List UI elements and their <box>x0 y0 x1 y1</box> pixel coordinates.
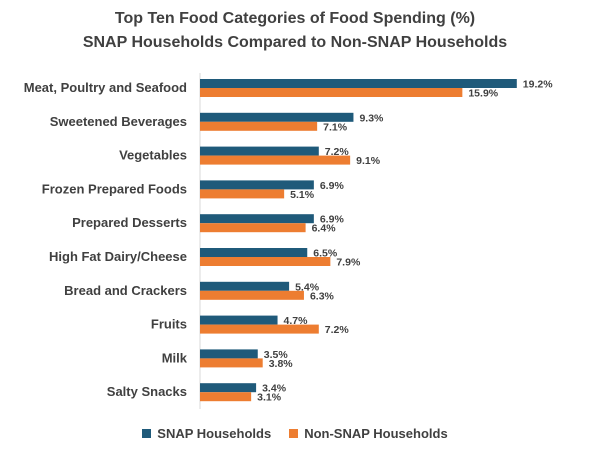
category-label: Meat, Poultry and Seafood <box>24 80 187 95</box>
bar-snap <box>200 281 290 291</box>
data-label-non-snap: 9.1% <box>356 155 381 167</box>
bar-snap <box>200 146 319 156</box>
bar-snap <box>200 383 257 393</box>
bar-non-snap <box>200 392 252 402</box>
category-label: Bread and Crackers <box>64 283 187 298</box>
data-label-non-snap: 5.1% <box>290 189 315 201</box>
data-label-non-snap: 6.4% <box>312 223 337 235</box>
legend-item-snap: SNAP Households <box>142 426 271 441</box>
data-label-snap: 19.2% <box>523 79 553 91</box>
data-label-non-snap: 7.1% <box>323 121 348 133</box>
chart-title: Top Ten Food Categories of Food Spending… <box>114 10 476 27</box>
bar-non-snap <box>200 358 263 368</box>
bar-non-snap <box>200 223 306 233</box>
bar-snap <box>200 248 308 257</box>
bar-snap <box>200 79 517 88</box>
data-label-snap: 7.2% <box>325 146 350 158</box>
bar-snap <box>200 349 258 359</box>
data-label-snap: 6.9% <box>320 180 345 192</box>
data-label-non-snap: 7.9% <box>336 257 361 269</box>
bar-snap <box>200 315 278 325</box>
legend-item-non-snap: Non-SNAP Households <box>289 426 448 441</box>
category-label: Fruits <box>151 317 187 332</box>
bar-snap <box>200 180 314 190</box>
bar-non-snap <box>200 257 331 266</box>
bar-non-snap <box>200 290 304 300</box>
data-label-snap: 5.4% <box>295 281 320 293</box>
data-label-snap: 4.7% <box>284 315 309 327</box>
bar-snap <box>200 214 314 224</box>
bar-non-snap <box>200 189 285 199</box>
data-label-non-snap: 3.8% <box>269 358 294 370</box>
category-label: Salty Snacks <box>107 384 187 399</box>
category-label: Frozen Prepared Foods <box>42 181 187 196</box>
data-label-non-snap: 6.3% <box>310 290 335 302</box>
data-label-snap: 9.3% <box>359 112 384 124</box>
legend-label-snap: SNAP Households <box>157 426 272 441</box>
category-label: Vegetables <box>119 148 187 163</box>
bar-non-snap <box>200 324 319 334</box>
category-label: Prepared Desserts <box>72 215 187 230</box>
data-label-snap: 6.9% <box>320 214 345 226</box>
bar-non-snap <box>200 155 351 165</box>
data-label-snap: 6.5% <box>313 248 338 260</box>
chart-subtitle: SNAP Households Compared to Non-SNAP Hou… <box>82 34 508 51</box>
category-label: Sweetened Beverages <box>50 114 187 129</box>
bar-non-snap <box>200 88 463 97</box>
data-label-snap: 3.4% <box>262 383 287 395</box>
data-label-snap: 3.5% <box>264 349 289 361</box>
bar-non-snap <box>200 121 318 131</box>
data-label-non-snap: 15.9% <box>468 88 498 100</box>
category-label: High Fat Dairy/Cheese <box>49 249 187 264</box>
category-label: Milk <box>162 350 188 365</box>
data-label-non-snap: 3.1% <box>257 392 282 404</box>
legend-swatch-snap <box>142 429 152 438</box>
data-label-non-snap: 7.2% <box>325 324 350 336</box>
legend: SNAP Households Non-SNAP Households <box>0 426 590 441</box>
bar-snap <box>200 112 354 122</box>
legend-swatch-non-snap <box>289 429 299 438</box>
legend-label-non-snap: Non-SNAP Households <box>304 426 448 441</box>
